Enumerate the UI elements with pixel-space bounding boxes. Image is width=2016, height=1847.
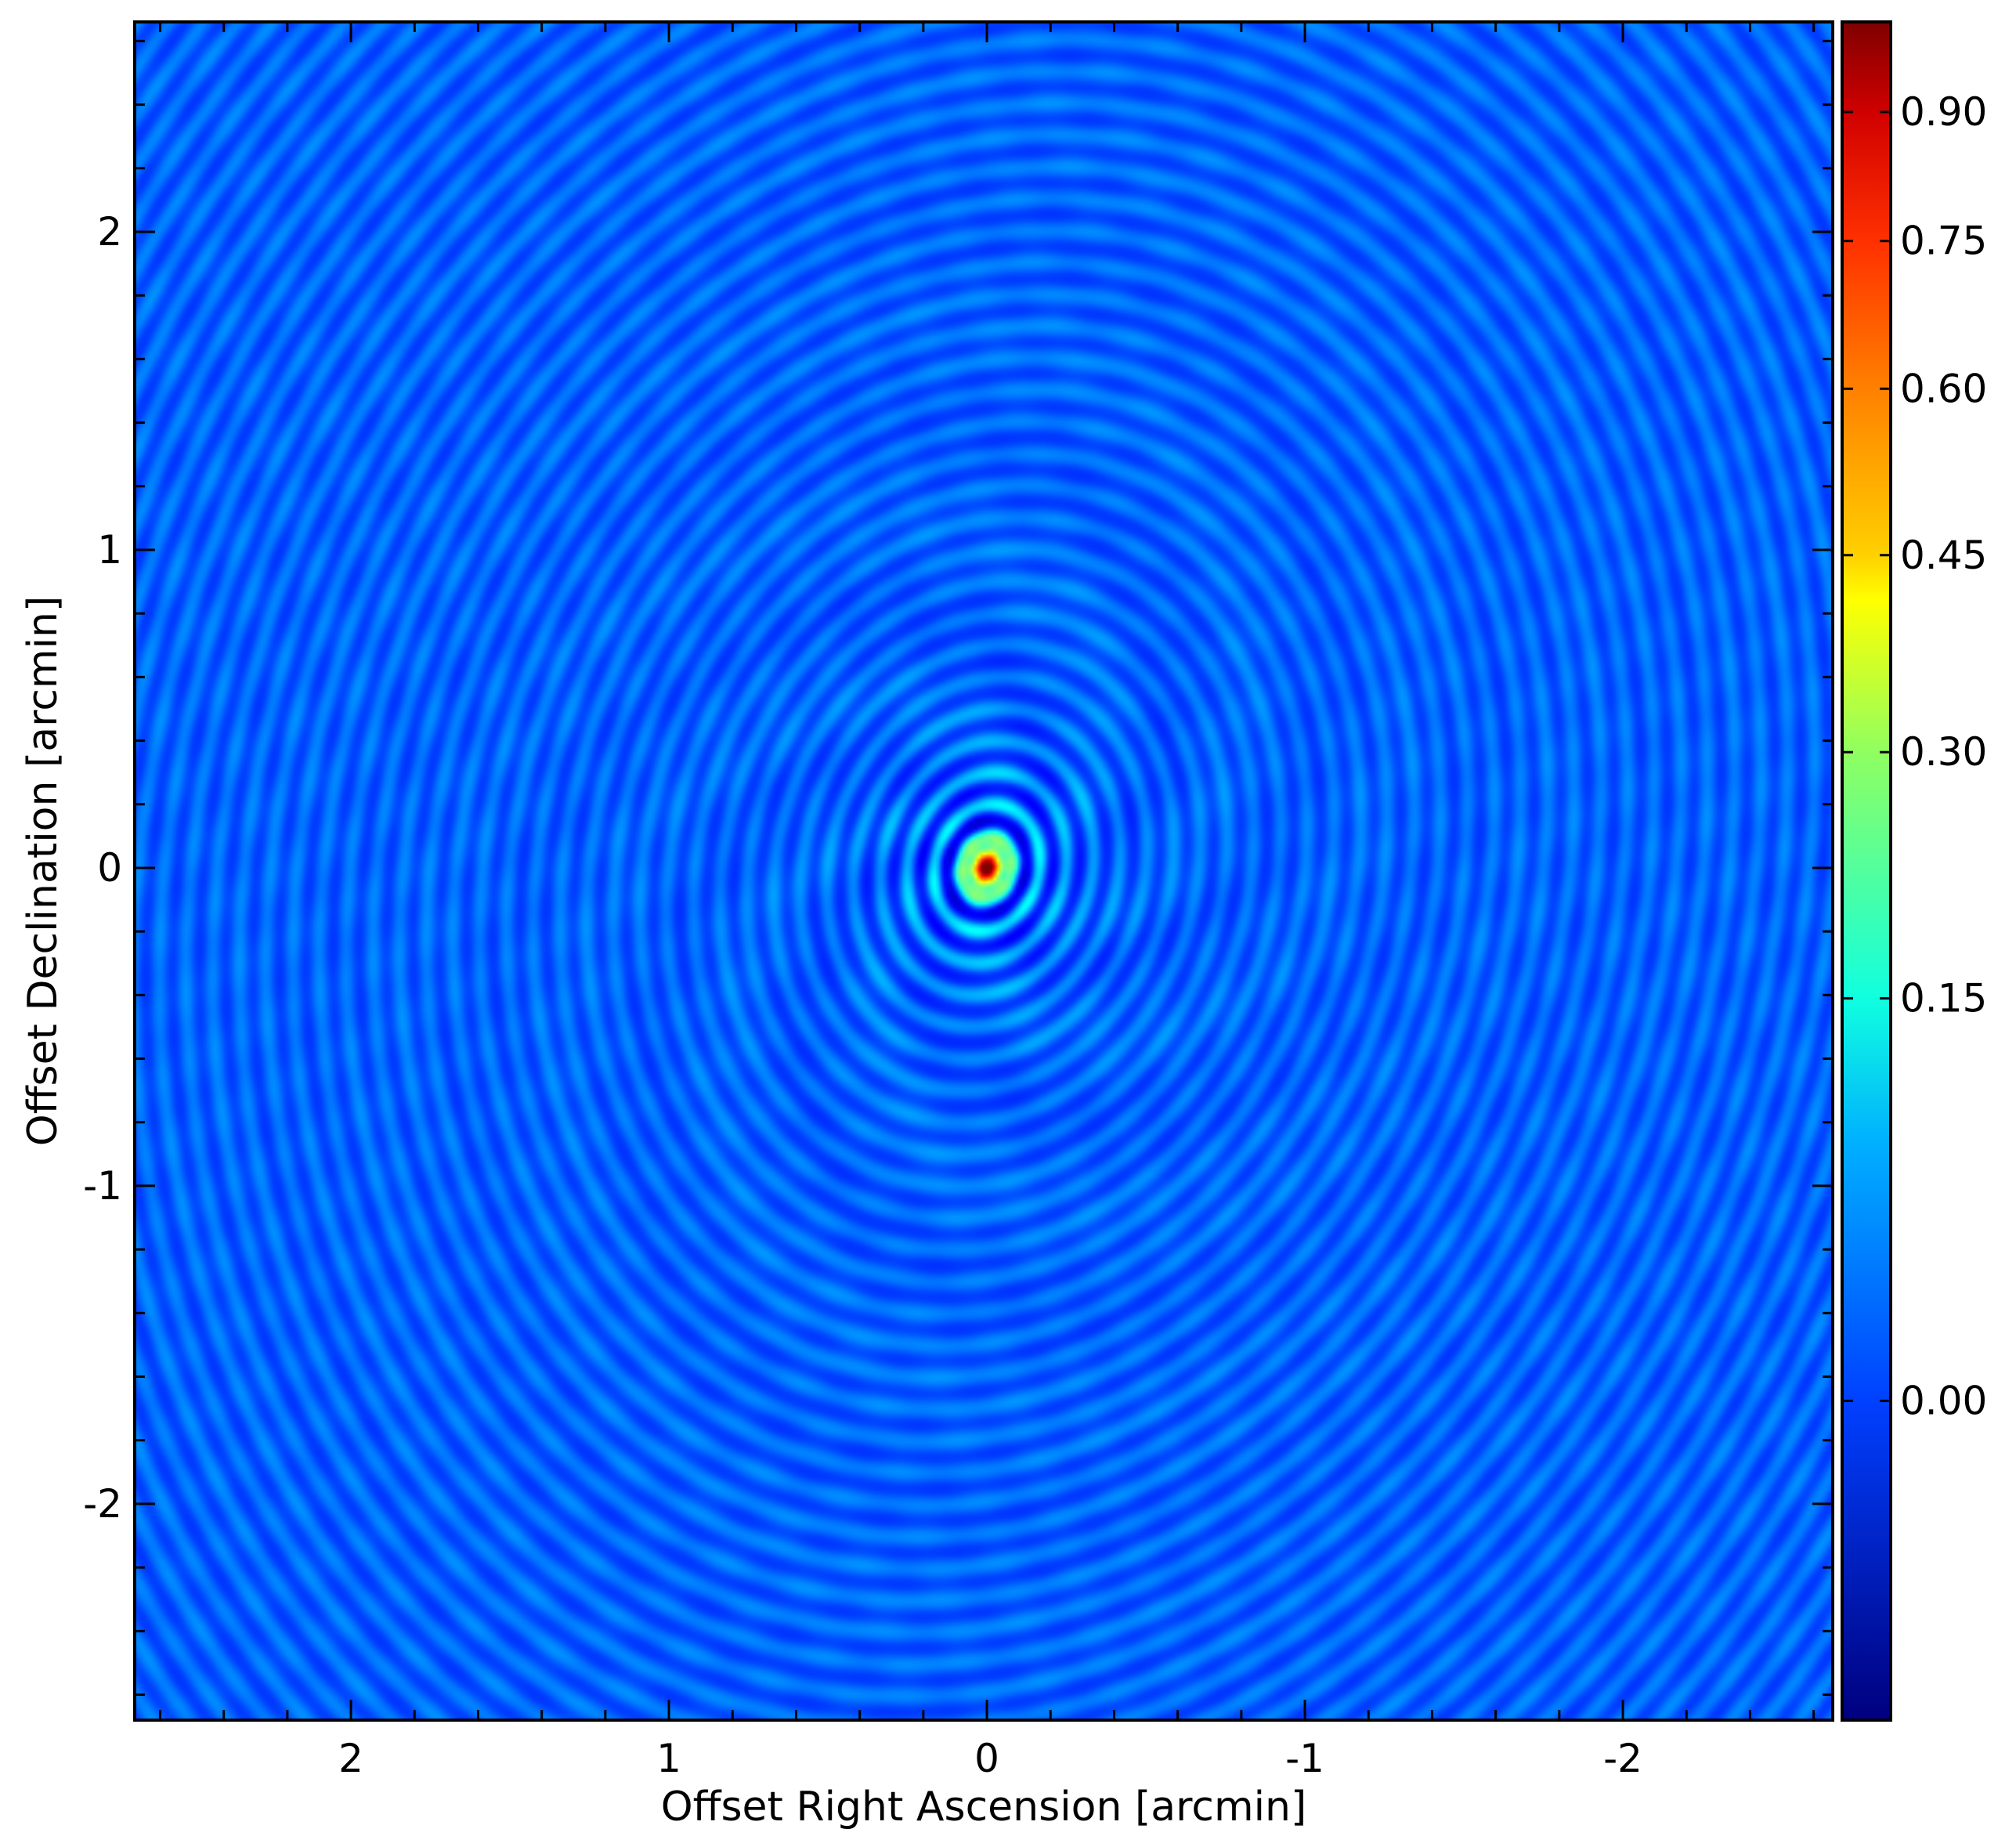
y-tick-label: -2 [83,1481,122,1527]
colorbar-ticks: 0.90 0.75 0.60 0.45 0.30 0.15 0.00 [1842,89,1987,1423]
y-tick-label: 1 [97,527,122,573]
y-tick-label: 2 [97,209,122,255]
colorbar-tick-label: 0.30 [1900,729,1987,775]
colorbar-tick-label: 0.15 [1900,976,1987,1021]
colorbar-tick-label: 0.75 [1900,219,1987,264]
heatmap-area [135,22,1833,1720]
colorbar-frame [1841,20,1892,1722]
y-axis-label: Offset Declination [arcmin] [20,596,67,1147]
x-tick-label: 1 [656,1736,681,1781]
heatmap-image [135,22,1833,1720]
x-tick-label: 0 [974,1736,999,1781]
colorbar-tick-label: 0.00 [1900,1378,1987,1423]
colorbar-tick-label: 0.60 [1900,366,1987,411]
colorbar [1842,22,1891,1720]
x-tick-label: 2 [338,1736,363,1781]
colorbar-tick-label: 0.90 [1900,89,1987,135]
colorbar-tick-label: 0.45 [1900,533,1987,578]
x-axis-ticks: 2 1 0 -1 -2 [158,22,1815,1781]
y-tick-label: -1 [83,1163,122,1209]
y-tick-label: 0 [97,845,122,891]
y-axis-ticks: 2 1 0 -1 -2 [83,39,1833,1697]
x-tick-label: -2 [1603,1736,1642,1781]
x-tick-label: -1 [1285,1736,1324,1781]
x-axis-label: Offset Right Ascension [arcmin] [661,1784,1307,1831]
plot-frame [133,20,1834,1722]
